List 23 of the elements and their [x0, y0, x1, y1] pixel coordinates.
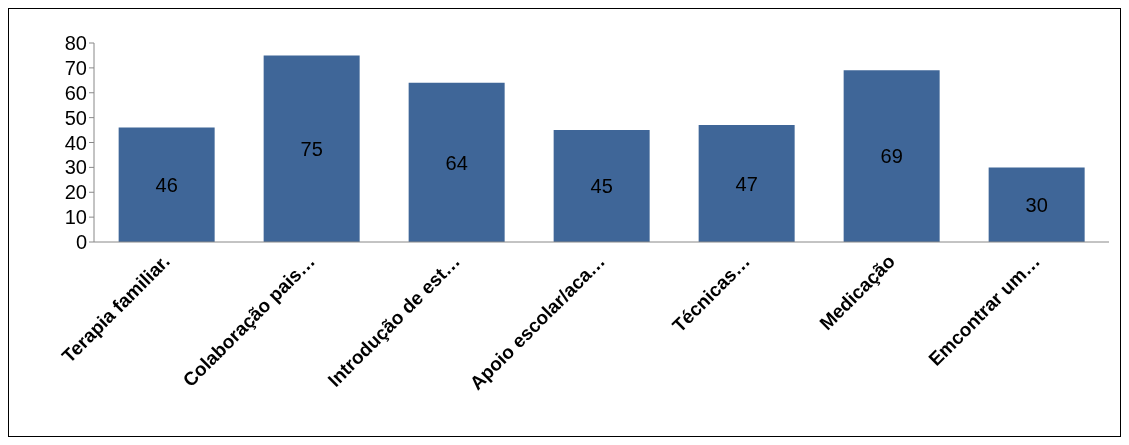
y-tick-label: 60	[64, 81, 87, 104]
y-tick-label: 80	[64, 32, 87, 55]
bar	[118, 127, 215, 242]
data-label: 45	[590, 175, 613, 198]
y-tick-label: 40	[64, 131, 87, 154]
bar	[988, 167, 1085, 242]
bar	[408, 82, 505, 242]
y-tick-label: 70	[64, 56, 87, 79]
bar	[843, 70, 940, 242]
data-label: 75	[300, 137, 323, 160]
data-label: 69	[880, 145, 903, 168]
y-tick-label: 30	[64, 156, 87, 179]
bar	[263, 55, 360, 242]
bar	[553, 130, 650, 242]
data-label: 64	[445, 151, 468, 174]
y-tick-label: 20	[64, 181, 87, 204]
data-label: 46	[155, 173, 178, 196]
data-label: 47	[735, 172, 758, 195]
y-tick-label: 10	[64, 206, 87, 229]
y-tick-label: 50	[64, 106, 87, 129]
y-tick-label: 0	[75, 231, 87, 254]
data-label: 30	[1025, 193, 1048, 216]
bar	[698, 125, 795, 242]
